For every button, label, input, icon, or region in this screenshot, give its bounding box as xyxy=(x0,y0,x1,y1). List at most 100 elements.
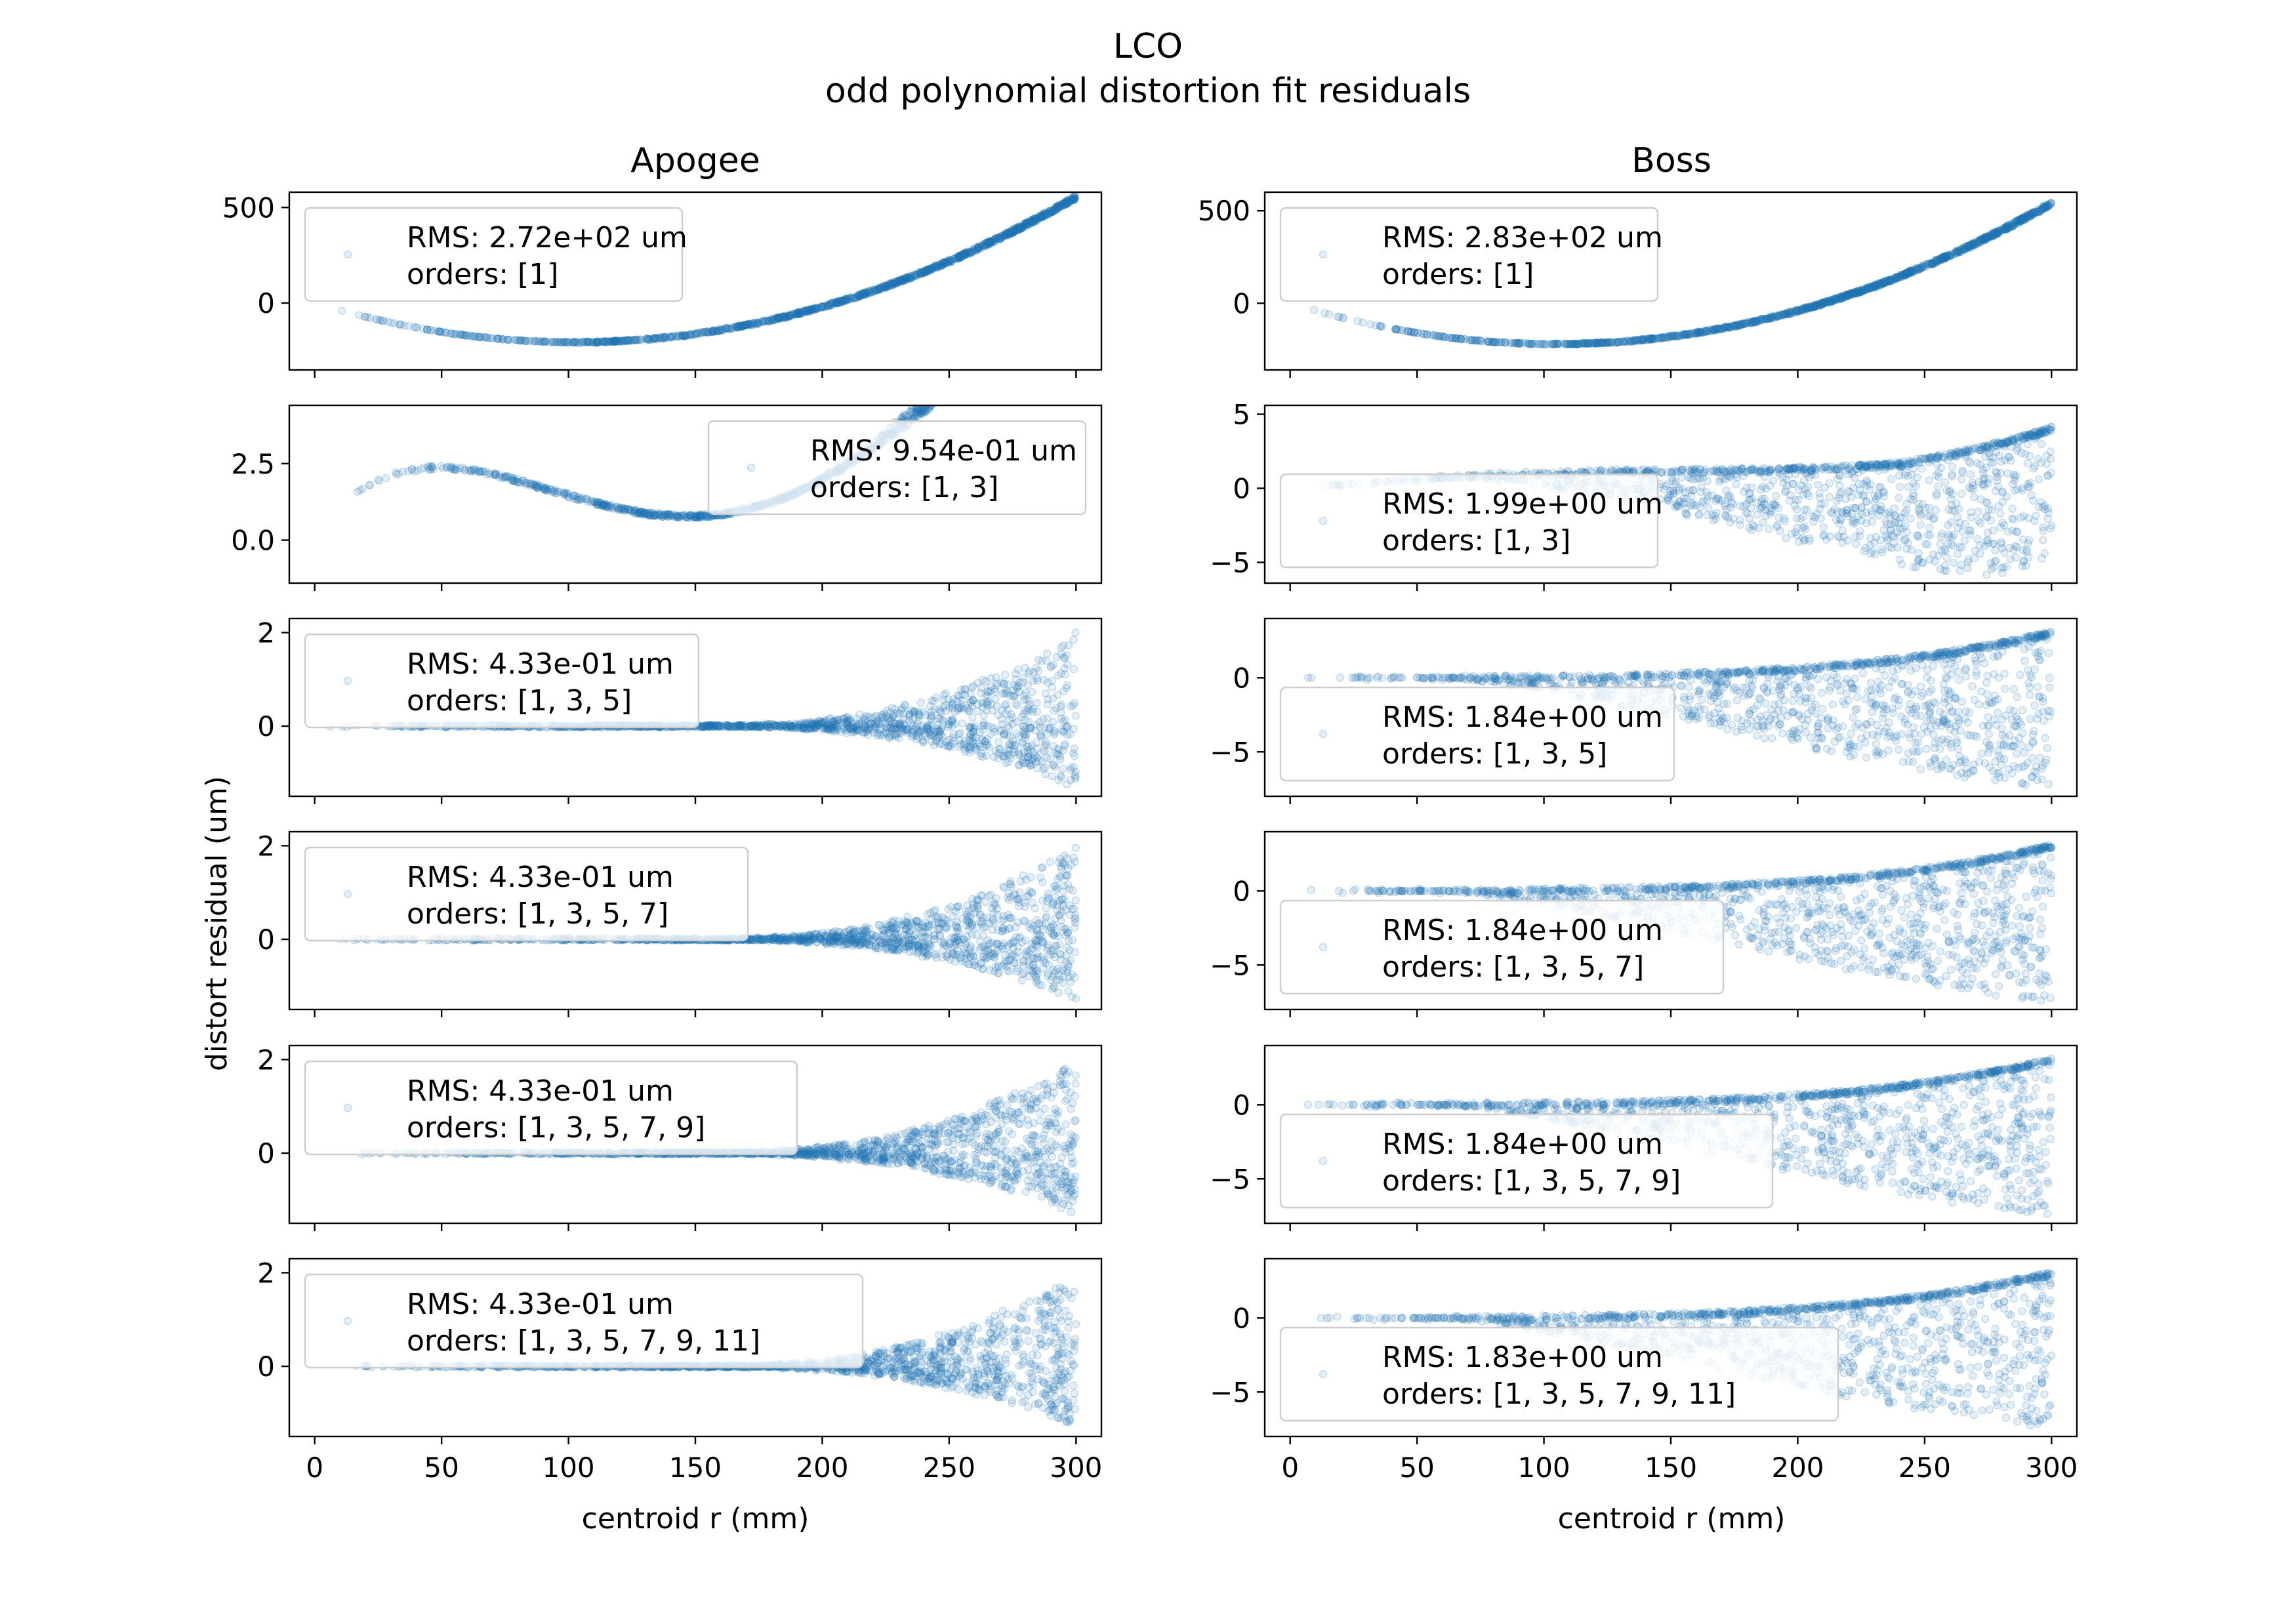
data-point xyxy=(705,512,714,521)
data-point xyxy=(805,305,813,314)
data-point xyxy=(907,274,916,282)
data-point xyxy=(513,475,522,483)
data-point xyxy=(945,255,954,264)
data-point xyxy=(630,506,640,515)
data-point xyxy=(849,293,857,302)
data-point xyxy=(656,335,665,343)
data-point xyxy=(907,272,915,280)
data-point xyxy=(939,258,947,267)
data-point xyxy=(897,706,905,714)
data-point xyxy=(770,315,779,324)
data-point xyxy=(901,274,909,282)
data-point xyxy=(692,513,701,521)
data-point xyxy=(1006,739,1015,748)
data-point xyxy=(760,317,769,325)
data-point xyxy=(495,470,504,479)
data-point xyxy=(1060,742,1069,750)
data-point xyxy=(887,281,896,290)
data-point xyxy=(1063,197,1073,205)
data-point xyxy=(926,264,935,273)
data-point xyxy=(860,720,869,729)
data-point xyxy=(920,406,929,415)
data-point xyxy=(678,331,687,340)
data-point xyxy=(880,281,889,290)
data-point xyxy=(994,711,1002,720)
data-point xyxy=(724,722,732,730)
data-point xyxy=(827,298,836,308)
data-point xyxy=(794,310,804,318)
data-point xyxy=(970,245,979,253)
data-point xyxy=(813,304,822,313)
data-point xyxy=(524,336,533,345)
data-point xyxy=(883,281,892,290)
data-point xyxy=(1014,226,1023,234)
data-point xyxy=(1010,228,1018,236)
data-point xyxy=(855,720,863,728)
data-point xyxy=(922,266,930,275)
data-point xyxy=(692,512,701,520)
data-point xyxy=(987,674,995,683)
data-point xyxy=(996,235,1005,243)
data-point xyxy=(874,284,884,293)
data-point xyxy=(921,407,930,416)
data-point xyxy=(394,470,403,478)
data-point xyxy=(606,337,615,346)
data-point xyxy=(571,338,580,346)
data-point xyxy=(620,506,628,514)
data-point xyxy=(611,338,620,346)
data-point xyxy=(717,326,726,335)
data-point xyxy=(977,241,987,250)
data-point xyxy=(775,314,784,323)
data-point xyxy=(786,722,795,731)
data-point xyxy=(825,302,833,310)
data-point xyxy=(621,507,629,516)
data-point xyxy=(1035,214,1043,222)
data-point xyxy=(929,263,938,272)
data-point xyxy=(697,513,706,521)
data-point xyxy=(598,337,607,346)
data-point xyxy=(997,725,1006,735)
data-point xyxy=(955,254,964,262)
data-point xyxy=(1027,217,1036,226)
data-point xyxy=(1069,196,1077,205)
data-point xyxy=(1015,223,1023,232)
data-point xyxy=(979,241,987,249)
data-point xyxy=(894,277,903,285)
data-point xyxy=(673,512,682,521)
data-point xyxy=(920,267,930,275)
data-point xyxy=(1013,224,1022,232)
data-point xyxy=(684,512,692,521)
data-point xyxy=(1023,753,1032,762)
data-point xyxy=(893,277,903,285)
data-point xyxy=(843,721,851,730)
data-point xyxy=(948,257,956,266)
data-point xyxy=(832,298,841,307)
data-point xyxy=(1056,201,1064,209)
data-point xyxy=(673,511,682,519)
data-point xyxy=(1051,763,1059,771)
data-point xyxy=(636,336,645,345)
data-point xyxy=(793,309,802,317)
data-point xyxy=(423,325,432,334)
data-point xyxy=(842,724,851,733)
data-point xyxy=(451,465,460,474)
data-point xyxy=(591,498,600,506)
data-point xyxy=(916,726,925,735)
data-point xyxy=(443,462,451,472)
data-point xyxy=(1055,202,1063,211)
data-point xyxy=(1002,759,1010,767)
data-point xyxy=(554,487,564,497)
data-point xyxy=(879,729,888,738)
data-point xyxy=(630,506,638,515)
data-point xyxy=(931,263,939,272)
data-point xyxy=(485,468,493,478)
data-point xyxy=(731,722,740,731)
data-point xyxy=(857,290,866,298)
data-point xyxy=(672,512,681,521)
data-point xyxy=(446,462,455,471)
data-point xyxy=(865,287,874,295)
data-point xyxy=(542,485,550,495)
data-point xyxy=(993,233,1002,242)
data-point xyxy=(1066,196,1075,205)
data-point xyxy=(686,514,695,523)
